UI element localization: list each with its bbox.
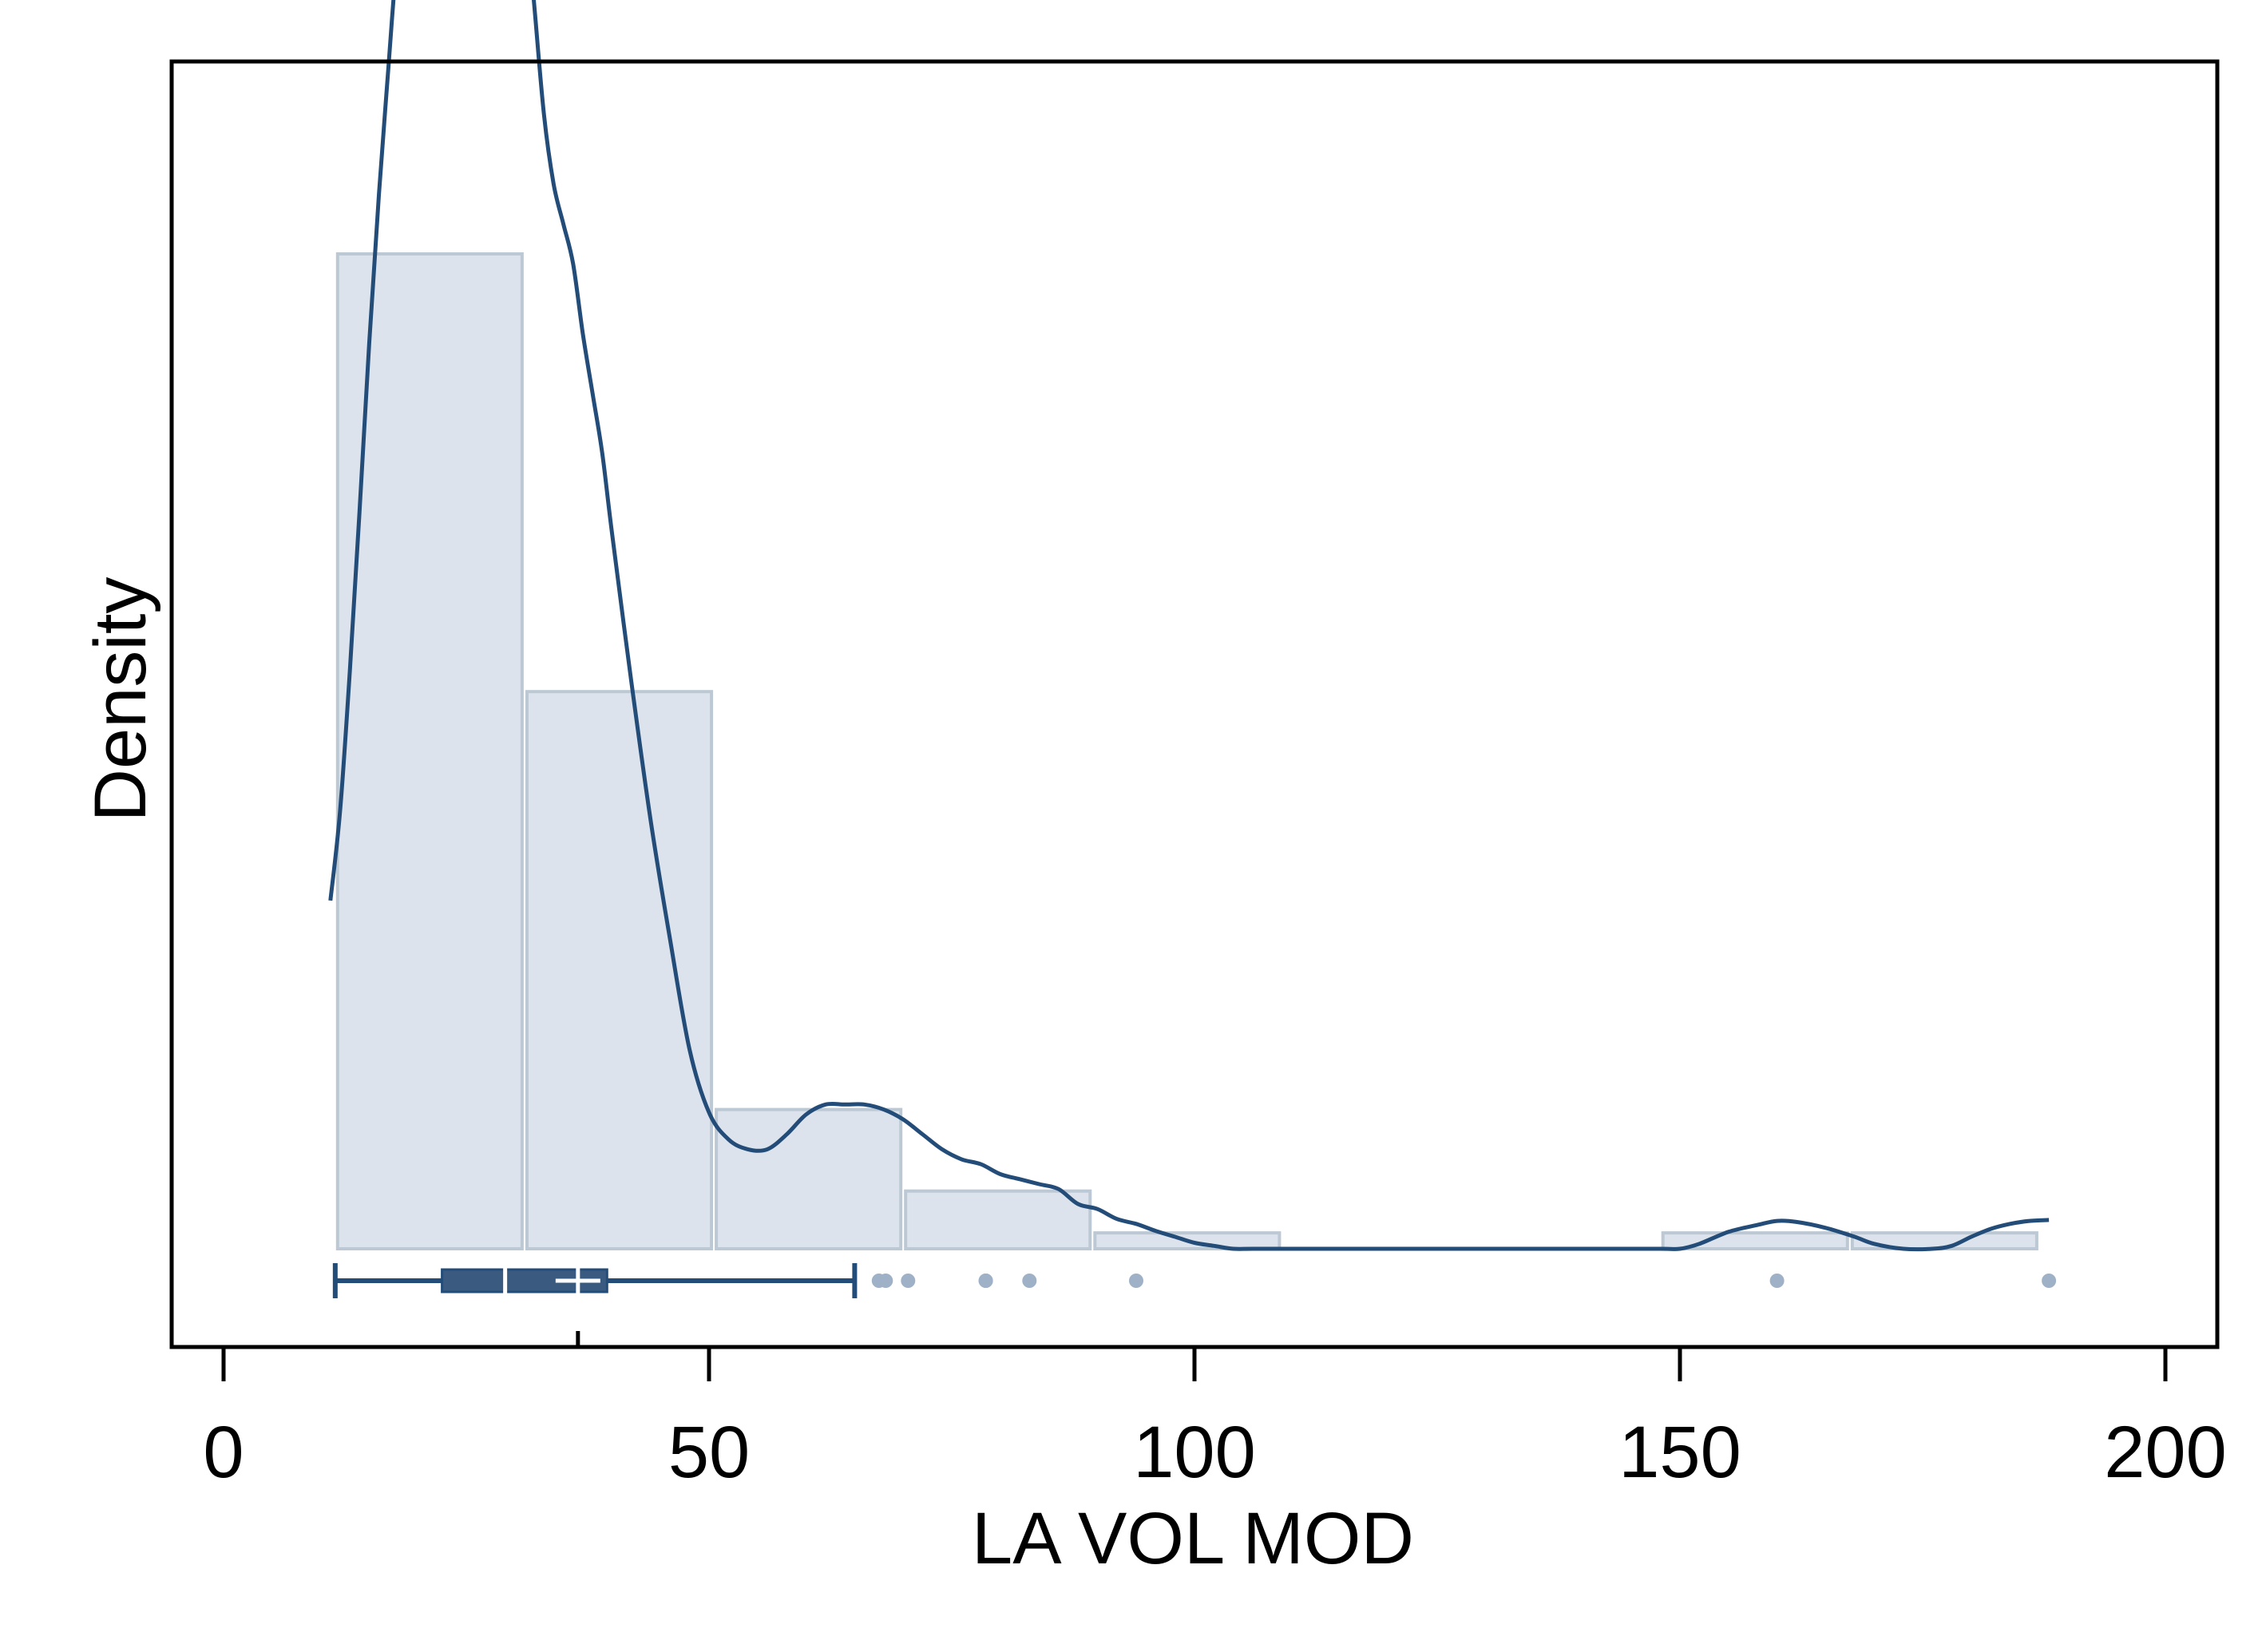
histogram-bar	[335, 252, 524, 1250]
boxplot-outlier-point	[878, 1274, 893, 1288]
boxplot-layer	[332, 1263, 2057, 1298]
x-tick-label: 0	[203, 1412, 244, 1493]
density-curve-layer	[328, 0, 2050, 1252]
x-tick-label: 150	[1618, 1412, 1741, 1493]
plot-frame	[169, 59, 2220, 1349]
histogram-bar	[525, 690, 714, 1250]
x-axis-label: LA VOL MOD	[972, 1498, 1414, 1579]
x-axis: 0 50 100 150 200	[203, 1331, 2227, 1493]
histogram-bar	[1661, 1231, 1849, 1250]
histogram-bars	[335, 252, 2038, 1250]
x-tick-label: 50	[668, 1412, 750, 1493]
y-axis-label: Density	[80, 577, 161, 822]
boxplot-outlier-point	[901, 1274, 916, 1288]
density-curve	[328, 0, 2050, 1252]
boxplot-outlier-point	[2042, 1274, 2057, 1288]
boxplot-outlier-point	[1129, 1274, 1143, 1288]
x-tick-label: 200	[2104, 1412, 2227, 1493]
histogram-bar	[904, 1189, 1092, 1250]
boxplot-outlier-point	[1022, 1274, 1037, 1288]
boxplot-outlier-point	[978, 1274, 993, 1288]
histogram-bar	[715, 1107, 903, 1250]
x-tick-label: 100	[1133, 1412, 1256, 1493]
boxplot-outlier-point	[1769, 1274, 1785, 1288]
